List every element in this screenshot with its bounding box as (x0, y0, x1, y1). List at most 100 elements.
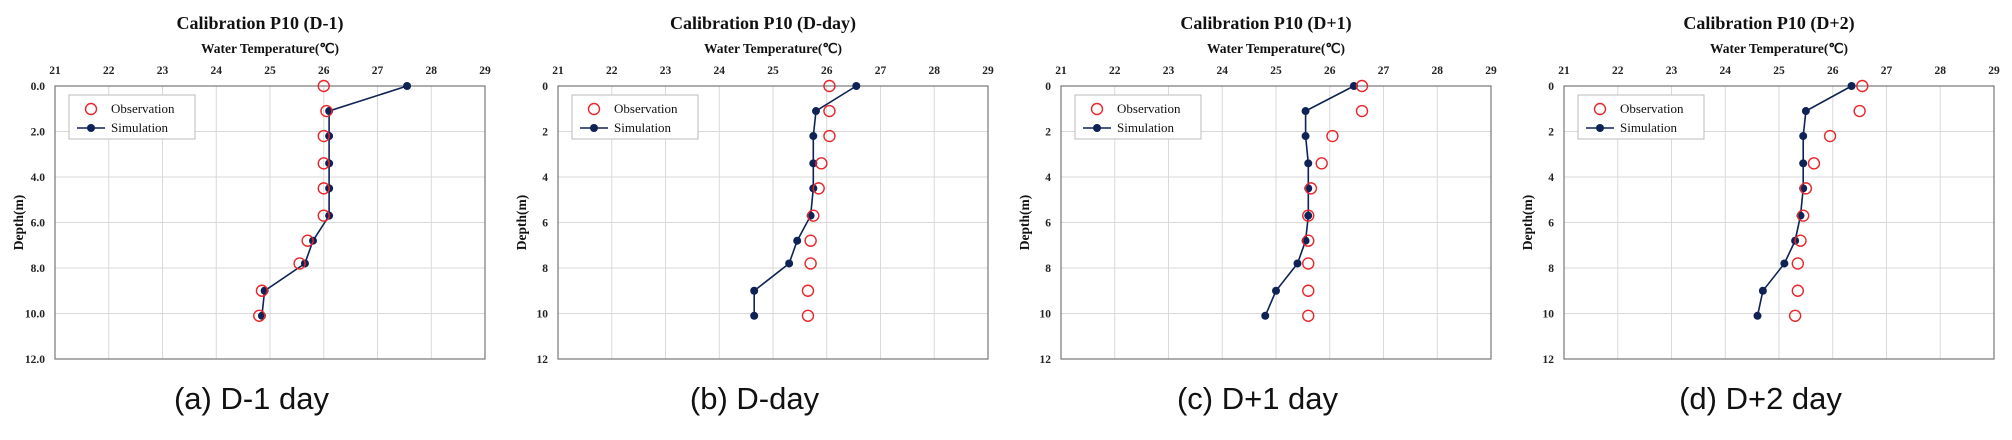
y-tick-label: 2 (1045, 127, 1051, 139)
y-tick-label: 0 (542, 81, 548, 93)
x-axis-title: Water Temperature(℃) (704, 41, 842, 56)
x-tick-label: 29 (982, 65, 994, 77)
observation-point (1302, 284, 1315, 297)
x-tick-label: 21 (1558, 65, 1570, 77)
y-tick-label: 0 (1045, 81, 1051, 93)
x-tick-label: 28 (1432, 65, 1444, 77)
y-tick-label: 10 (1040, 309, 1052, 321)
legend-simulation-marker (1596, 124, 1604, 132)
observation-point (317, 157, 330, 170)
observation-point (1302, 209, 1315, 222)
simulation-point (785, 259, 794, 268)
legend-simulation-label: Simulation (1620, 120, 1678, 135)
simulation-series-line (1264, 85, 1355, 317)
y-tick-label: 6 (1045, 218, 1051, 230)
y-tick-label: 6 (1548, 218, 1554, 230)
legend-simulation-label: Simulation (111, 120, 169, 135)
chart-panel-d-minus-1: Calibration P10 (D-1) Water Temperature(℃… (0, 0, 503, 440)
y-tick-label: 10 (1543, 309, 1555, 321)
x-tick-label: 28 (929, 65, 941, 77)
plot-frame (54, 85, 486, 360)
simulation-point (1799, 132, 1808, 141)
y-tick-label: 12 (1543, 354, 1555, 366)
simulation-point (750, 286, 759, 295)
y-axis-title: Depth(m) (514, 195, 529, 251)
simulation-series-line (1756, 85, 1852, 316)
observation-point (1355, 104, 1369, 118)
y-tick-label: 10 (537, 309, 549, 321)
chart-panel-d-plus-1: Calibration P10 (D+1) Water Temperature(℃… (1006, 0, 1509, 440)
legend-simulation-marker (87, 124, 95, 132)
simulation-series-line (753, 85, 857, 316)
simulation-point (750, 311, 759, 320)
legend-observation-marker (1593, 102, 1607, 116)
observation-point (823, 79, 836, 93)
x-tick-label: 21 (552, 65, 564, 77)
y-tick-label: 8.0 (31, 263, 46, 275)
x-tick-label: 29 (1485, 65, 1497, 77)
x-tick-label: 26 (318, 65, 330, 77)
x-tick-label: 26 (821, 65, 833, 77)
x-tick-label: 24 (1217, 65, 1229, 77)
y-tick-label: 4 (1045, 172, 1051, 184)
legend-simulation-marker (590, 124, 598, 132)
simulation-point (1799, 159, 1808, 168)
simulation-point (1801, 107, 1810, 116)
x-tick-label: 25 (264, 65, 276, 77)
observation-point (801, 309, 815, 322)
simulation-point (1304, 211, 1313, 220)
observation-point (1856, 79, 1869, 93)
y-tick-label: 0.0 (31, 81, 46, 93)
x-tick-label: 22 (103, 65, 115, 77)
observation-point (1791, 284, 1805, 297)
legend-observation-label: Observation (1620, 101, 1684, 116)
y-tick-label: 8 (1045, 263, 1051, 275)
observation-point (1788, 309, 1802, 322)
observation-point (815, 157, 828, 170)
y-tick-label: 12 (1040, 354, 1052, 366)
y-tick-label: 8 (1548, 263, 1554, 275)
observation-point (801, 284, 815, 297)
plot-frame (1563, 85, 1995, 360)
chart-title: Calibration P10 (D+2) (1683, 13, 1854, 34)
x-tick-label: 24 (211, 65, 223, 77)
observation-point (1794, 234, 1807, 247)
plot-frame (1060, 85, 1492, 360)
y-tick-label: 4 (1548, 172, 1554, 184)
x-tick-label: 27 (372, 65, 384, 77)
x-tick-label: 23 (157, 65, 169, 77)
panel-caption: (c) D+1 day (1176, 381, 1339, 416)
observation-point (1315, 157, 1328, 170)
y-tick-label: 6 (542, 218, 548, 230)
simulation-point (852, 82, 861, 90)
x-tick-label: 23 (1163, 65, 1175, 77)
chart-panel-d-day: Calibration P10 (D-day) Water Temperature… (503, 0, 1006, 440)
observation-point (317, 79, 330, 93)
x-tick-label: 22 (606, 65, 618, 77)
x-tick-label: 21 (49, 65, 61, 77)
legend-observation-marker (84, 102, 98, 116)
panel-caption: (b) D-day (689, 381, 820, 416)
chart-svg: Calibration P10 (D-day) Water Temperature… (514, 13, 994, 366)
observation-point (804, 234, 817, 247)
y-tick-label: 2 (1548, 127, 1554, 139)
observation-point (1302, 234, 1315, 247)
x-tick-label: 29 (479, 65, 491, 77)
observation-point (301, 234, 314, 247)
observation-point (1355, 79, 1369, 93)
y-tick-label: 8 (542, 263, 548, 275)
x-tick-label: 27 (875, 65, 887, 77)
x-tick-label: 23 (660, 65, 672, 77)
legend-observation-label: Observation (1117, 101, 1181, 116)
chart-svg: Calibration P10 (D+1) Water Temperature(℃… (1017, 13, 1497, 366)
simulation-point (1753, 311, 1762, 320)
simulation-point (403, 82, 412, 90)
x-tick-label: 25 (767, 65, 779, 77)
x-tick-label: 28 (1935, 65, 1947, 77)
observation-point (823, 104, 836, 118)
x-tick-label: 26 (1827, 65, 1839, 77)
observation-point (1853, 104, 1866, 118)
panel-caption: (a) D-1 day (173, 381, 330, 416)
legend-simulation-label: Simulation (1117, 120, 1175, 135)
